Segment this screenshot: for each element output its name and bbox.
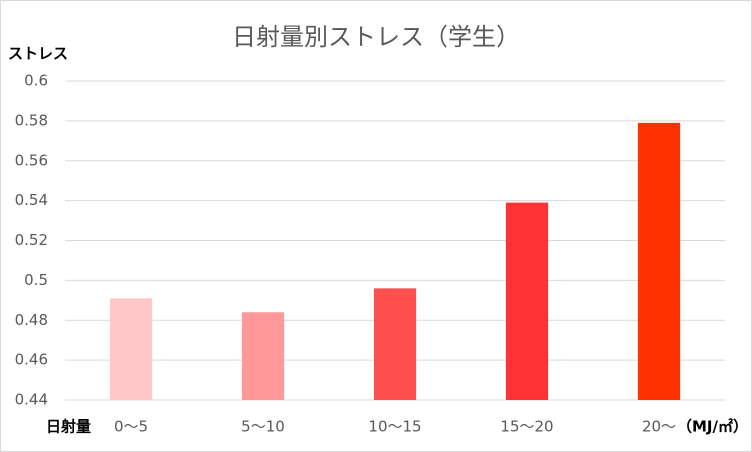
y-tick-label: 0.46 — [15, 351, 48, 369]
bar — [505, 202, 549, 400]
y-tick-label: 0.44 — [15, 391, 48, 409]
y-tick-label: 0.48 — [15, 311, 48, 329]
y-tick-label: 0.6 — [24, 72, 48, 90]
y-tick-label: 0.56 — [15, 151, 48, 169]
bar — [373, 288, 417, 400]
chart-title: 日射量別ストレス（学生） — [232, 23, 520, 51]
x-axis-label: 日射量 — [46, 418, 91, 436]
x-tick-label: 0～5 — [114, 418, 148, 436]
y-axis-label: ストレス — [8, 45, 68, 63]
x-tick-label: 10～15 — [368, 418, 421, 436]
x-tick-label: 5～10 — [241, 418, 285, 436]
y-tick-label: 0.5 — [24, 271, 48, 289]
bar — [109, 298, 153, 400]
y-tick-label: 0.52 — [15, 231, 48, 249]
y-tick-label: 0.58 — [15, 111, 48, 129]
x-tick-label: 20～ — [642, 418, 676, 436]
x-tick-label: 15～20 — [500, 418, 553, 436]
y-tick-label: 0.54 — [15, 191, 48, 209]
bar — [637, 122, 681, 401]
bar — [241, 312, 285, 400]
x-axis-unit: （MJ/㎡） — [677, 418, 748, 436]
